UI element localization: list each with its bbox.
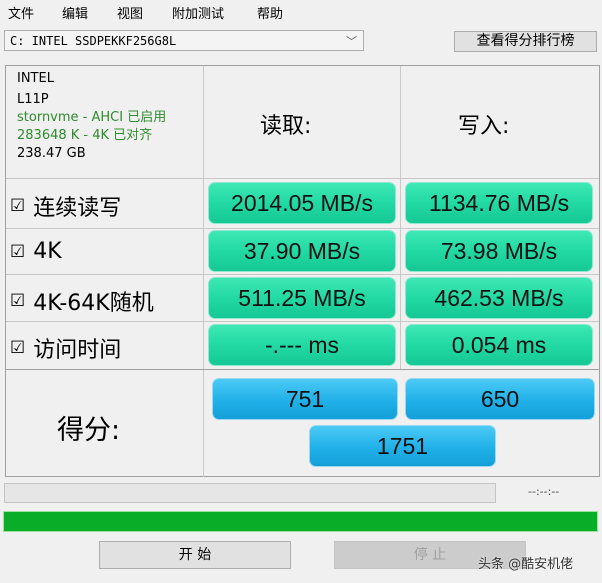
menu-help[interactable]: 帮助 [257, 7, 284, 22]
chevron-down-icon: ﹀ [346, 35, 357, 48]
row-4k: ☑ 4K [10, 239, 62, 264]
row-label: 4K-64K随机 [33, 291, 154, 316]
row-label: 访问时间 [33, 338, 122, 363]
drive-size: 238.47 GB [17, 146, 86, 161]
driver-status: stornvme - AHCI 已启用 [17, 110, 167, 125]
4k64-read-value: 511.25 MB/s [208, 277, 396, 319]
menu-file[interactable]: 文件 [8, 7, 35, 22]
elapsed-time: --:--:-- [528, 485, 560, 498]
total-score: 1751 [309, 425, 496, 467]
menu-edit[interactable]: 编辑 [62, 7, 89, 22]
ranking-button[interactable]: 查看得分排行榜 [454, 31, 597, 52]
total-progress-fill [4, 512, 597, 531]
drive-vendor: INTEL [17, 71, 54, 86]
alignment-status: 283648 K - 4K 已对齐 [17, 128, 153, 143]
menu-extra-tests[interactable]: 附加测试 [172, 7, 225, 22]
checkbox-access[interactable]: ☑ [10, 338, 26, 358]
watermark: 头条 @酷安机佬 [478, 557, 574, 572]
access-read-value: -.--- ms [208, 324, 396, 366]
row-label: 4K [33, 239, 62, 264]
score-label: 得分: [57, 415, 121, 446]
drive-model: L11P [17, 92, 49, 107]
start-button[interactable]: 开 始 [99, 541, 291, 569]
row-4k64: ☑ 4K-64K随机 [10, 285, 154, 317]
checkbox-4k64[interactable]: ☑ [10, 291, 26, 311]
drive-select[interactable]: C: INTEL SSDPEKKF256G8L ﹀ [4, 30, 364, 51]
total-progress-bar [3, 511, 598, 532]
checkbox-4k[interactable]: ☑ [10, 241, 26, 262]
row-label: 连续读写 [33, 196, 122, 221]
checkbox-seq[interactable]: ☑ [10, 196, 26, 216]
write-score: 650 [405, 378, 595, 420]
4k-write-value: 73.98 MB/s [405, 230, 593, 272]
drive-info: INTEL L11P stornvme - AHCI 已启用 283648 K … [17, 70, 166, 163]
4k64-write-value: 462.53 MB/s [405, 277, 593, 319]
drive-select-value: C: INTEL SSDPEKKF256G8L [10, 34, 177, 48]
seq-write-value: 1134.76 MB/s [405, 182, 593, 224]
test-progress-bar [4, 483, 496, 503]
seq-read-value: 2014.05 MB/s [208, 182, 396, 224]
row-seq: ☑ 连续读写 [10, 190, 121, 222]
4k-read-value: 37.90 MB/s [208, 230, 396, 272]
row-access: ☑ 访问时间 [10, 332, 121, 364]
write-header: 写入: [458, 114, 510, 139]
read-header: 读取: [260, 114, 312, 139]
menu-view[interactable]: 视图 [117, 7, 144, 22]
access-write-value: 0.054 ms [405, 324, 593, 366]
read-score: 751 [212, 378, 398, 420]
stop-button[interactable]: 停 止 [334, 541, 526, 569]
